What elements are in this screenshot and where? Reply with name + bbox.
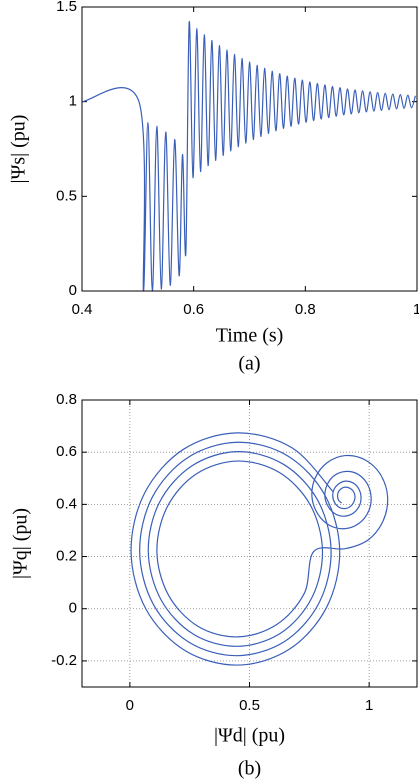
y-tick-label: 0.2 <box>56 548 77 565</box>
axes-box <box>81 6 418 292</box>
plot-area <box>82 7 417 291</box>
y-tick-label: 0 <box>69 600 77 617</box>
x-axis-label: Time (s) <box>216 325 284 347</box>
x-axis-label: |Ψd| (pu) <box>214 725 285 747</box>
y-tick-label: 1 <box>69 93 77 110</box>
x-tick-label: 0.4 <box>72 301 93 318</box>
x-tick-label: 1 <box>413 301 419 318</box>
x-tick-label: 0.5 <box>239 697 260 714</box>
y-axis-label: |Ψq| (pu) <box>10 508 32 579</box>
data-line <box>130 432 389 666</box>
y-tick-label: 0.8 <box>56 391 77 408</box>
y-tick-label: 0.4 <box>56 495 77 512</box>
y-tick-label: -0.2 <box>51 652 77 669</box>
x-tick-label: 0.8 <box>295 301 316 318</box>
y-tick-label: 1.5 <box>56 0 77 15</box>
x-tick-label: 0.6 <box>183 301 204 318</box>
axes-box <box>81 399 418 688</box>
y-tick-label: 0 <box>69 282 77 299</box>
caption: (b) <box>238 758 261 780</box>
y-axis-label: |Ψs| (pu) <box>8 115 30 184</box>
data-line <box>81 21 416 292</box>
x-tick-label: 0 <box>126 697 134 714</box>
y-tick-label: 0.6 <box>56 443 77 460</box>
caption: (a) <box>238 353 260 375</box>
x-tick-label: 1 <box>365 697 373 714</box>
y-tick-label: 0.5 <box>56 187 77 204</box>
